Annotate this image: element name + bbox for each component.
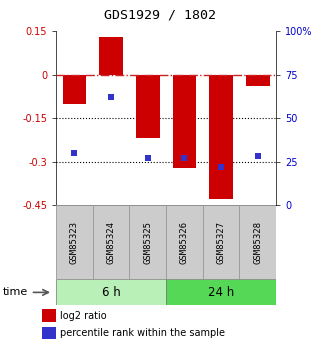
- Bar: [166, 279, 276, 305]
- Bar: [209, 75, 233, 199]
- Point: [219, 164, 224, 170]
- Point: [255, 154, 260, 159]
- Bar: [136, 75, 160, 138]
- Bar: [42, 327, 56, 339]
- Text: GSM85328: GSM85328: [253, 221, 262, 264]
- Point: [72, 150, 77, 156]
- Text: GSM85326: GSM85326: [180, 221, 189, 264]
- Bar: [166, 205, 203, 279]
- Bar: [42, 309, 56, 322]
- Text: time: time: [3, 287, 29, 297]
- Point: [182, 156, 187, 161]
- Text: GDS1929 / 1802: GDS1929 / 1802: [105, 9, 216, 22]
- Text: 24 h: 24 h: [208, 286, 234, 299]
- Bar: [129, 205, 166, 279]
- Bar: [203, 205, 239, 279]
- Bar: [93, 205, 129, 279]
- Text: GSM85325: GSM85325: [143, 221, 152, 264]
- Text: GSM85324: GSM85324: [107, 221, 116, 264]
- Point: [145, 156, 150, 161]
- Bar: [246, 75, 270, 86]
- Text: GSM85327: GSM85327: [217, 221, 226, 264]
- Bar: [172, 75, 196, 168]
- Text: 6 h: 6 h: [102, 286, 120, 299]
- Bar: [56, 279, 166, 305]
- Text: percentile rank within the sample: percentile rank within the sample: [60, 328, 225, 338]
- Bar: [56, 205, 93, 279]
- Text: GSM85323: GSM85323: [70, 221, 79, 264]
- Bar: [63, 75, 86, 104]
- Point: [108, 95, 114, 100]
- Bar: [239, 205, 276, 279]
- Bar: [99, 37, 123, 75]
- Text: log2 ratio: log2 ratio: [60, 311, 107, 321]
